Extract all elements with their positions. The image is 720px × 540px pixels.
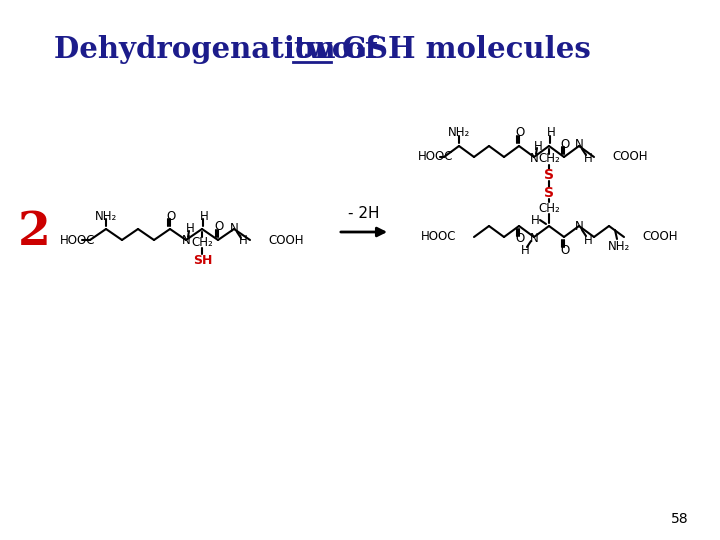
Text: HOOC: HOOC <box>418 151 454 164</box>
Text: O: O <box>516 126 525 139</box>
Text: CH₂: CH₂ <box>538 152 560 165</box>
Text: S: S <box>544 186 554 200</box>
Text: NH₂: NH₂ <box>448 126 470 139</box>
Text: O: O <box>560 244 570 256</box>
Text: N: N <box>530 232 539 245</box>
Text: two: two <box>293 35 351 64</box>
Text: N: N <box>181 234 190 247</box>
Text: 58: 58 <box>671 512 689 526</box>
Text: COOH: COOH <box>612 151 647 164</box>
Text: N: N <box>230 221 238 234</box>
Text: N: N <box>530 152 539 165</box>
Text: H: H <box>546 126 555 139</box>
Text: H: H <box>238 234 248 247</box>
Text: - 2H: - 2H <box>348 206 379 221</box>
Text: H: H <box>521 245 529 258</box>
Text: HOOC: HOOC <box>60 233 96 246</box>
Text: H: H <box>186 221 194 234</box>
Text: N: N <box>575 138 583 152</box>
Text: N: N <box>575 220 583 233</box>
Text: GSH molecules: GSH molecules <box>332 35 591 64</box>
Text: CH₂: CH₂ <box>538 201 560 214</box>
Text: Dehydrogenation of: Dehydrogenation of <box>54 35 387 64</box>
Text: H: H <box>534 139 542 152</box>
Text: H: H <box>584 233 593 246</box>
Text: O: O <box>215 220 224 233</box>
Text: O: O <box>516 233 525 246</box>
Text: CH₂: CH₂ <box>191 235 213 248</box>
Text: NH₂: NH₂ <box>95 210 117 222</box>
Text: SH: SH <box>193 253 212 267</box>
Text: HOOC: HOOC <box>420 231 456 244</box>
Text: O: O <box>560 138 570 151</box>
Text: H: H <box>199 210 208 222</box>
Text: COOH: COOH <box>642 231 678 244</box>
Text: NH₂: NH₂ <box>608 240 630 253</box>
Text: O: O <box>166 210 176 222</box>
Text: H: H <box>584 152 593 165</box>
Text: COOH: COOH <box>268 233 304 246</box>
Text: 2: 2 <box>18 209 51 255</box>
Text: S: S <box>544 168 554 182</box>
Text: H: H <box>531 213 539 226</box>
